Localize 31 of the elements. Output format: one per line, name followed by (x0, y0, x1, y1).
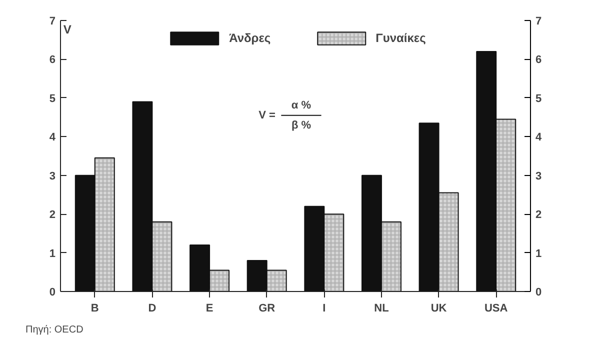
x-tick-label: E (206, 302, 214, 314)
y-tick-label: 1 (49, 248, 56, 260)
x-tick-label: UK (430, 302, 447, 314)
y-tick-label: 0 (49, 286, 56, 298)
y2-tick-label: 5 (536, 92, 542, 105)
y-tick-label: 4 (49, 132, 56, 144)
y-tick-label: 6 (49, 54, 56, 66)
text: Πηγή: OECD (26, 324, 84, 336)
y2-tick-label: 2 (536, 209, 542, 222)
y2-tick-label: 4 (536, 132, 542, 144)
y-tick-label: 7 (49, 16, 56, 28)
x-tick-label: NL (374, 302, 390, 314)
x-tick-label: GR (258, 302, 276, 314)
y2-tick-label: 0 (536, 286, 542, 298)
y-tick-label: 5 (49, 92, 56, 105)
x-tick-label: B (90, 302, 99, 314)
annotation: V = (258, 109, 276, 122)
x-tick-label: USA (484, 302, 508, 314)
legend-label: Γυναίκες (376, 31, 426, 45)
y2-tick-label: 1 (536, 248, 542, 260)
y2-tick-label: 3 (536, 170, 542, 182)
y-axis-title: V (63, 22, 72, 36)
y-tick-label: 2 (49, 209, 56, 222)
annotation: β % (291, 119, 312, 132)
x-tick-label: D (148, 302, 156, 314)
y2-tick-label: 7 (536, 16, 542, 28)
y-tick-label: 3 (49, 170, 56, 182)
legend-label: Άνδρες (229, 31, 271, 45)
x-tick-label: I (322, 302, 326, 314)
annotation: α % (291, 99, 312, 112)
y2-tick-label: 6 (536, 54, 542, 66)
